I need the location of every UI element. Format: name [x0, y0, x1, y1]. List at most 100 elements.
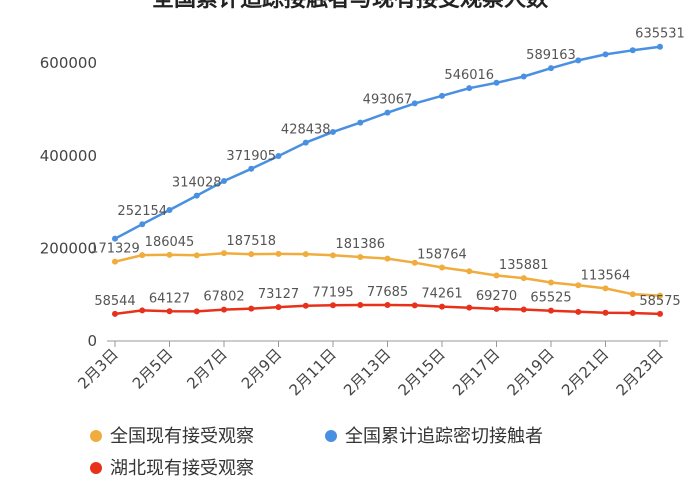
data-label: 252154	[117, 204, 167, 219]
data-point	[575, 282, 582, 289]
data-point	[411, 302, 418, 309]
data-point	[602, 309, 609, 316]
data-point	[112, 310, 118, 317]
data-point	[357, 119, 364, 126]
data-point	[302, 139, 309, 146]
data-label: 74261	[421, 287, 462, 302]
data-label: 77195	[312, 285, 353, 300]
data-label: 428438	[281, 123, 331, 138]
data-label: 65525	[530, 291, 571, 306]
data-point	[466, 268, 473, 275]
data-point	[166, 207, 173, 214]
data-point	[139, 307, 146, 314]
data-point	[602, 51, 609, 58]
data-point	[493, 79, 500, 86]
x-tick-label: 2月5日	[129, 345, 176, 392]
legend-marker	[90, 430, 102, 442]
data-point	[112, 235, 118, 242]
data-point	[520, 73, 527, 80]
x-tick-label: 2月21日	[558, 345, 612, 399]
data-point	[139, 252, 146, 259]
data-label: 186045	[145, 235, 195, 250]
series-line-2	[114, 45, 661, 240]
data-point	[439, 92, 445, 99]
data-point	[520, 306, 527, 313]
data-label: 635531	[635, 27, 685, 42]
y-tick-label: 0	[87, 332, 97, 350]
data-point	[548, 65, 554, 72]
data-point	[248, 251, 255, 258]
x-tick-label: 2月23日	[613, 345, 667, 399]
x-tick-label: 2月13日	[340, 345, 394, 399]
x-tick-label: 2月17日	[449, 345, 503, 399]
data-point	[548, 307, 554, 314]
data-point	[384, 109, 391, 116]
data-label: 589163	[526, 48, 576, 63]
data-point	[275, 153, 282, 160]
data-point	[112, 258, 118, 265]
data-point	[193, 252, 200, 259]
data-point	[466, 85, 473, 92]
data-point	[139, 221, 146, 228]
legend-entry: 全国累计追踪密切接触者	[345, 426, 543, 447]
data-label: 158764	[417, 247, 467, 262]
x-tick-label: 2月11日	[286, 345, 340, 399]
data-point	[166, 308, 173, 315]
data-point	[411, 259, 418, 266]
data-point	[629, 47, 636, 54]
data-point	[575, 308, 582, 315]
data-point	[411, 100, 418, 107]
data-point	[384, 302, 391, 309]
data-label: 371905	[226, 149, 276, 164]
data-point	[248, 165, 255, 172]
data-point	[520, 275, 527, 282]
y-tick-label: 400000	[40, 147, 97, 165]
data-label: 73127	[258, 287, 299, 302]
data-point	[629, 291, 636, 298]
data-point	[330, 302, 336, 309]
data-point	[384, 255, 391, 262]
data-point	[357, 254, 364, 261]
data-point	[657, 43, 663, 50]
data-point	[221, 178, 227, 185]
data-point	[439, 303, 445, 310]
data-point	[657, 310, 663, 317]
data-label: 58575	[639, 294, 680, 309]
data-label: 64127	[149, 291, 190, 306]
data-point	[493, 305, 500, 312]
legend-entry: 湖北现有接受观察	[110, 458, 254, 479]
data-label: 69270	[476, 289, 517, 304]
data-point	[302, 302, 309, 309]
data-point	[548, 279, 554, 286]
x-tick-label: 2月15日	[395, 345, 449, 399]
legend-marker	[325, 430, 337, 442]
data-label: 187518	[226, 234, 276, 249]
data-point	[439, 264, 445, 271]
data-label: 135881	[499, 258, 549, 273]
data-point	[602, 285, 609, 292]
legend-entry: 全国现有接受观察	[110, 426, 254, 447]
data-label: 546016	[444, 68, 494, 83]
data-point	[193, 192, 200, 199]
y-tick-label: 200000	[40, 239, 97, 257]
data-label: 314028	[172, 176, 222, 191]
data-point	[193, 308, 200, 315]
data-label: 113564	[581, 268, 631, 283]
legend-marker	[90, 462, 102, 474]
data-point	[493, 272, 500, 279]
data-label: 77685	[367, 285, 408, 300]
data-label: 171329	[90, 242, 140, 257]
x-tick-label: 2月7日	[183, 345, 230, 392]
data-point	[357, 301, 364, 308]
data-label: 181386	[335, 237, 385, 252]
data-point	[466, 304, 473, 311]
data-point	[221, 306, 227, 313]
data-point	[330, 252, 336, 259]
data-point	[248, 305, 255, 312]
data-point	[166, 251, 173, 258]
chart-title: 全国累计追踪接触者与现有接受观察人数	[151, 0, 549, 12]
data-label: 67802	[203, 290, 244, 305]
